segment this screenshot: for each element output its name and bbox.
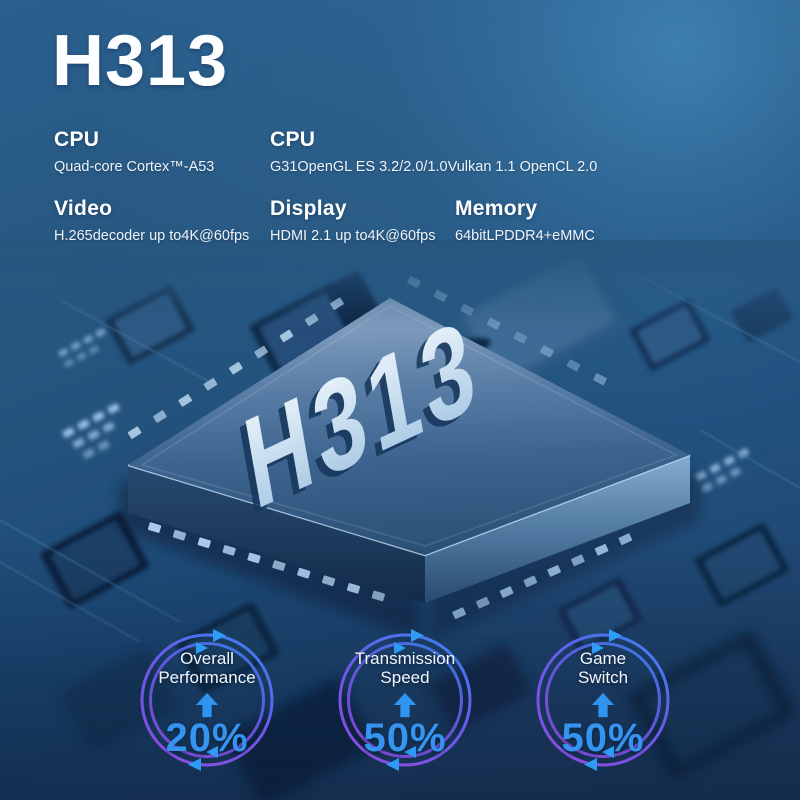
spec-value: G31OpenGL ES 3.2/2.0/1.0Vulkan 1.1 OpenC… bbox=[270, 159, 598, 175]
page-title: H313 bbox=[52, 21, 229, 101]
stat-value: 50% bbox=[561, 716, 645, 760]
spec-label: CPU bbox=[54, 128, 100, 151]
up-arrow-icon bbox=[195, 692, 219, 718]
spec-block-video: Video H.265decoder up to4K@60fps bbox=[54, 197, 249, 245]
spec-block-display: Display HDMI 2.1 up to4K@60fps bbox=[270, 197, 435, 245]
stat-game-switch: Game Switch 50% bbox=[533, 622, 673, 778]
spec-label: Display bbox=[270, 197, 347, 220]
stat-label-line1: Overall bbox=[180, 649, 234, 668]
stat-label-line2: Speed bbox=[380, 668, 430, 687]
cycle-ring-icon bbox=[338, 629, 472, 771]
stat-label-line1: Transmission bbox=[354, 649, 456, 668]
stat-value: 20% bbox=[165, 716, 249, 760]
stat-transmission-speed: Transmission Speed 50% bbox=[335, 622, 475, 778]
up-arrow-icon bbox=[393, 692, 417, 718]
up-arrow-icon bbox=[591, 692, 615, 718]
spec-block-memory: Memory 64bitLPDDR4+eMMC bbox=[455, 197, 595, 245]
cycle-ring-icon bbox=[140, 629, 274, 771]
stat-value: 50% bbox=[363, 716, 447, 760]
cycle-ring-icon bbox=[536, 629, 670, 771]
spec-value: Quad-core Cortex™-A53 bbox=[54, 159, 215, 175]
spec-label: Memory bbox=[455, 197, 538, 220]
spec-block-gpu: CPU G31OpenGL ES 3.2/2.0/1.0Vulkan 1.1 O… bbox=[270, 128, 597, 176]
spec-value: 64bitLPDDR4+eMMC bbox=[455, 228, 595, 244]
stat-overall-performance: Overall Performance 20% bbox=[137, 622, 277, 778]
stat-label-line1: Game bbox=[579, 649, 627, 668]
spec-value: H.265decoder up to4K@60fps bbox=[54, 228, 250, 244]
stat-content: Game Switch 50% bbox=[533, 622, 673, 758]
stat-content: Overall Performance 20% bbox=[137, 622, 277, 758]
stat-content: Transmission Speed 50% bbox=[335, 622, 475, 758]
spec-value: HDMI 2.1 up to4K@60fps bbox=[270, 228, 436, 244]
spec-block-cpu: CPU Quad-core Cortex™-A53 bbox=[54, 128, 214, 176]
stat-label-line2: Switch bbox=[577, 668, 629, 687]
stat-label-line2: Performance bbox=[158, 668, 256, 687]
spec-label: CPU bbox=[270, 128, 316, 151]
spec-label: Video bbox=[54, 197, 113, 220]
